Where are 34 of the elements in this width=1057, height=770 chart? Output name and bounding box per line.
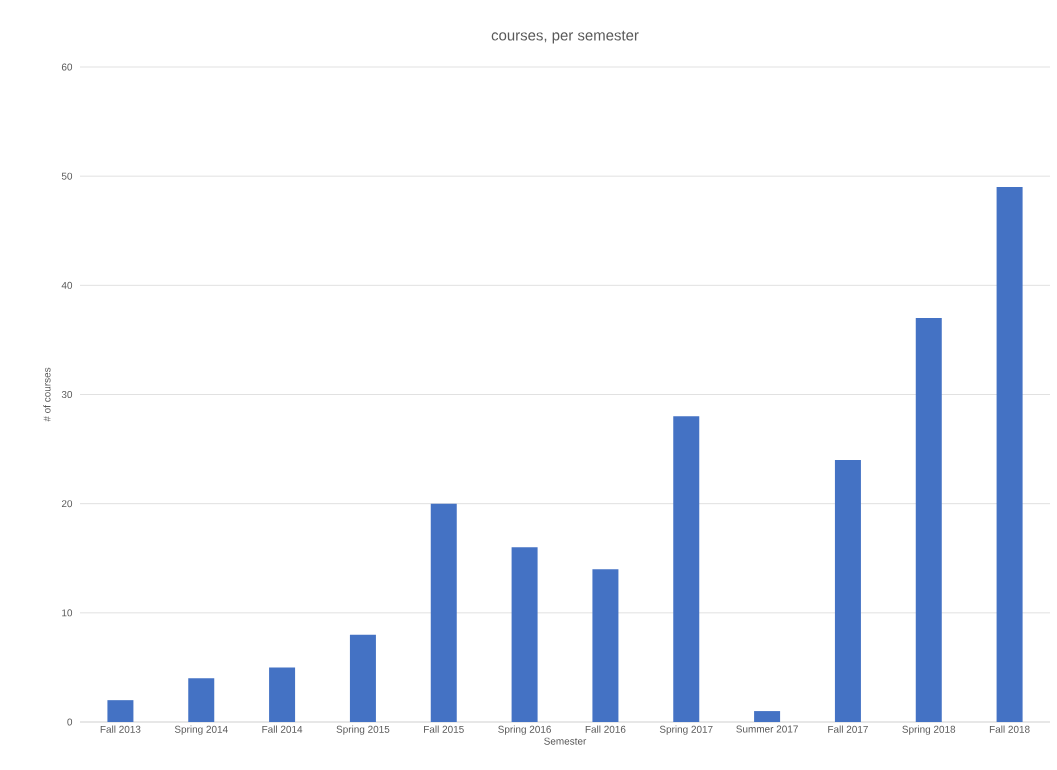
y-tick-label: 40 bbox=[61, 281, 73, 289]
x-tick-label: Spring 2016 bbox=[498, 725, 551, 735]
bar bbox=[430, 503, 457, 722]
bar bbox=[834, 460, 861, 722]
bar bbox=[673, 416, 700, 722]
y-tick-label: 30 bbox=[61, 390, 73, 399]
x-tick-label: Spring 2015 bbox=[336, 725, 390, 735]
x-tick-label: Fall 2017 bbox=[828, 725, 868, 733]
bar bbox=[511, 547, 538, 722]
x-tick-label: Fall 2013 bbox=[100, 725, 141, 733]
y-tick-label: 50 bbox=[61, 172, 73, 180]
x-tick-label: Summer 2017 bbox=[736, 725, 798, 733]
x-tick-label: Spring 2017 bbox=[659, 725, 713, 735]
bar bbox=[754, 711, 781, 722]
x-tick-label: Spring 2014 bbox=[174, 725, 228, 735]
x-tick-label: Fall 2014 bbox=[262, 725, 303, 733]
chart-title: courses, per semester bbox=[491, 30, 639, 44]
bar bbox=[349, 634, 376, 722]
x-tick-label: Fall 2016 bbox=[585, 725, 626, 733]
x-tick-label: Fall 2015 bbox=[424, 725, 464, 733]
x-tick-label: Fall 2018 bbox=[989, 725, 1030, 733]
y-tick-label: 60 bbox=[61, 63, 73, 71]
bar bbox=[915, 318, 942, 722]
bar bbox=[107, 700, 134, 722]
x-tick-label: Spring 2018 bbox=[902, 725, 956, 735]
y-tick-label: 20 bbox=[61, 500, 73, 508]
bar bbox=[269, 667, 296, 722]
bar bbox=[592, 569, 619, 722]
x-axis-title: Semester bbox=[544, 737, 587, 745]
y-axis-title: # of courses bbox=[43, 367, 51, 422]
y-tick-label: 10 bbox=[62, 609, 73, 617]
bar bbox=[188, 678, 215, 722]
bar bbox=[996, 187, 1023, 722]
y-tick-label: 0 bbox=[67, 718, 73, 726]
